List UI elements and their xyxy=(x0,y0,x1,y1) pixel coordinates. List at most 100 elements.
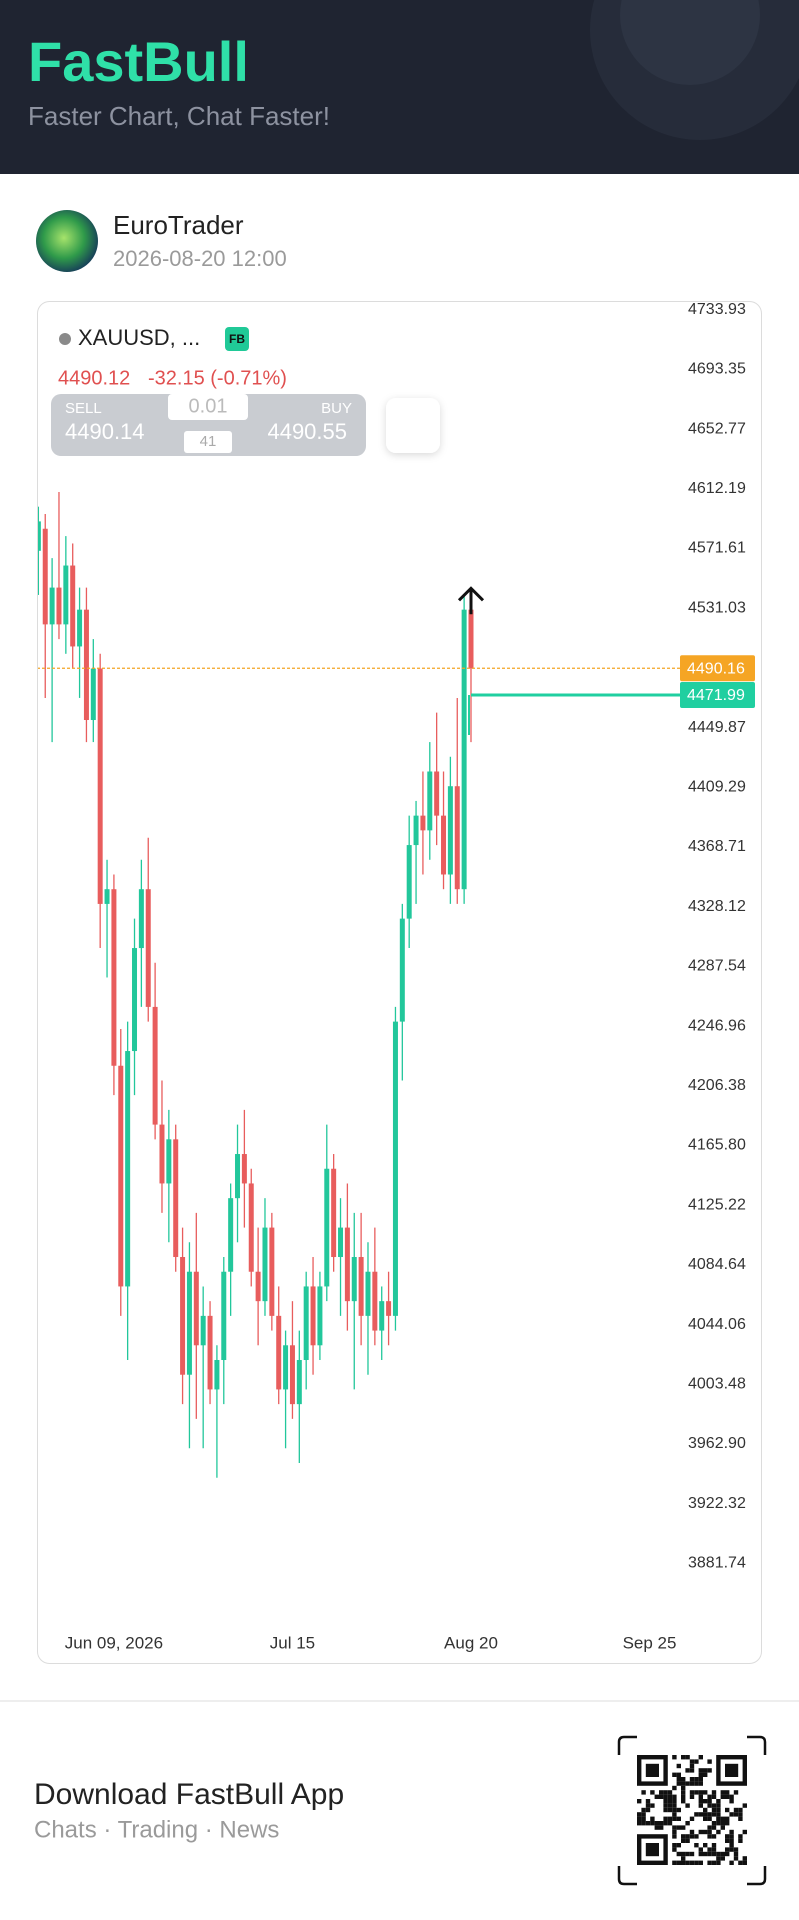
qr-module xyxy=(681,1825,686,1830)
symbol[interactable]: XAUUSD, ... xyxy=(78,325,200,350)
qr-module xyxy=(742,1803,747,1808)
candle-body xyxy=(132,948,138,1052)
qr-module xyxy=(685,1803,690,1808)
qr-module xyxy=(716,1851,721,1857)
y-tick-label: 4612.19 xyxy=(688,480,746,497)
avatar[interactable] xyxy=(36,210,98,272)
qr-module xyxy=(720,1794,725,1799)
lot[interactable]: 0.01 xyxy=(189,395,228,417)
qr-module xyxy=(645,1807,651,1813)
qr-module xyxy=(689,1781,695,1786)
lot-box[interactable] xyxy=(168,394,248,420)
qr-module xyxy=(716,1829,721,1835)
qr-module xyxy=(711,1803,717,1808)
qr-module xyxy=(725,1834,730,1839)
candle-body xyxy=(77,609,83,647)
qr-module xyxy=(676,1843,681,1848)
trade-box xyxy=(51,394,366,456)
qr-module xyxy=(720,1790,725,1795)
y-tick-label: 4531.03 xyxy=(688,599,746,616)
qr-module xyxy=(703,1799,708,1804)
qr-module xyxy=(689,1829,695,1835)
candle-body xyxy=(283,1345,289,1390)
candle-body xyxy=(461,609,467,890)
buy-price[interactable]: 4490.55 xyxy=(267,419,347,444)
footer-title[interactable]: Download FastBull App xyxy=(34,1778,344,1811)
qr-module xyxy=(711,1851,717,1857)
candle-body xyxy=(296,1360,302,1405)
qr-module xyxy=(694,1790,699,1795)
qr-module xyxy=(689,1768,695,1773)
qr-module xyxy=(663,1803,668,1808)
badge-bg xyxy=(225,327,249,351)
candle-body xyxy=(63,565,69,625)
candle-body xyxy=(180,1257,186,1375)
qr-module xyxy=(729,1838,734,1843)
qr-module xyxy=(711,1807,717,1813)
candle-body xyxy=(289,1345,295,1405)
candle-body xyxy=(235,1154,241,1199)
qr-module xyxy=(707,1860,712,1865)
qr-module xyxy=(641,1790,646,1795)
qr-module xyxy=(676,1860,681,1865)
qr-module xyxy=(641,1816,646,1821)
qr-module xyxy=(742,1829,747,1835)
candle-body xyxy=(138,889,144,949)
y-tick-label: 3962.90 xyxy=(688,1435,746,1452)
candle-body xyxy=(70,565,76,647)
candle-body xyxy=(193,1271,199,1346)
qr-module xyxy=(694,1759,699,1764)
qr-module xyxy=(716,1860,721,1865)
qr-module xyxy=(694,1860,699,1865)
price-tag xyxy=(680,682,755,709)
qr-module xyxy=(729,1847,734,1852)
sell-label[interactable]: SELL xyxy=(65,400,102,417)
last-price: 4490.12 xyxy=(58,367,130,389)
buy-label[interactable]: BUY xyxy=(321,400,352,417)
candle-body xyxy=(269,1227,275,1316)
qr-module xyxy=(650,1803,655,1808)
qr-module xyxy=(698,1790,703,1795)
qr-module xyxy=(694,1812,699,1817)
qr-module xyxy=(641,1812,646,1817)
qr-module xyxy=(698,1851,703,1857)
qr-module xyxy=(711,1794,717,1799)
qr-module xyxy=(641,1821,646,1826)
qr-module xyxy=(729,1834,734,1839)
qr-module xyxy=(738,1816,743,1821)
qr-module xyxy=(703,1843,708,1848)
qr-module xyxy=(681,1856,686,1861)
tool-button[interactable] xyxy=(386,398,440,453)
author-name[interactable]: EuroTrader xyxy=(113,210,244,240)
qr-module xyxy=(703,1772,708,1777)
qr-module xyxy=(681,1794,686,1799)
qr-module xyxy=(681,1777,686,1782)
candle-body xyxy=(42,528,48,625)
qr-module xyxy=(672,1825,677,1830)
qr-module xyxy=(689,1763,695,1769)
qr-module xyxy=(663,1816,668,1821)
candle-body xyxy=(83,609,89,721)
qr-code[interactable] xyxy=(617,1735,767,1886)
qr-module xyxy=(729,1843,734,1848)
qr-module xyxy=(711,1825,717,1830)
candle-body xyxy=(152,1006,158,1125)
qr-module xyxy=(703,1816,708,1821)
qr-module xyxy=(720,1851,725,1857)
qr-module xyxy=(698,1860,703,1865)
candle-body xyxy=(392,1021,398,1316)
y-tick-label: 4287.54 xyxy=(688,958,746,975)
candle-body xyxy=(145,889,151,1007)
qr-module xyxy=(637,1821,642,1826)
qr-module xyxy=(645,1803,651,1808)
sell-price[interactable]: 4490.14 xyxy=(65,419,145,444)
qr-module xyxy=(711,1847,717,1852)
qr-module xyxy=(667,1807,673,1813)
y-tick-label: 3881.74 xyxy=(688,1555,746,1572)
qr-module xyxy=(672,1794,677,1799)
spread-box xyxy=(184,431,232,453)
qr-module xyxy=(707,1829,712,1835)
timestamp: 2026-08-20 12:00 xyxy=(113,246,287,271)
qr-module xyxy=(672,1785,677,1791)
